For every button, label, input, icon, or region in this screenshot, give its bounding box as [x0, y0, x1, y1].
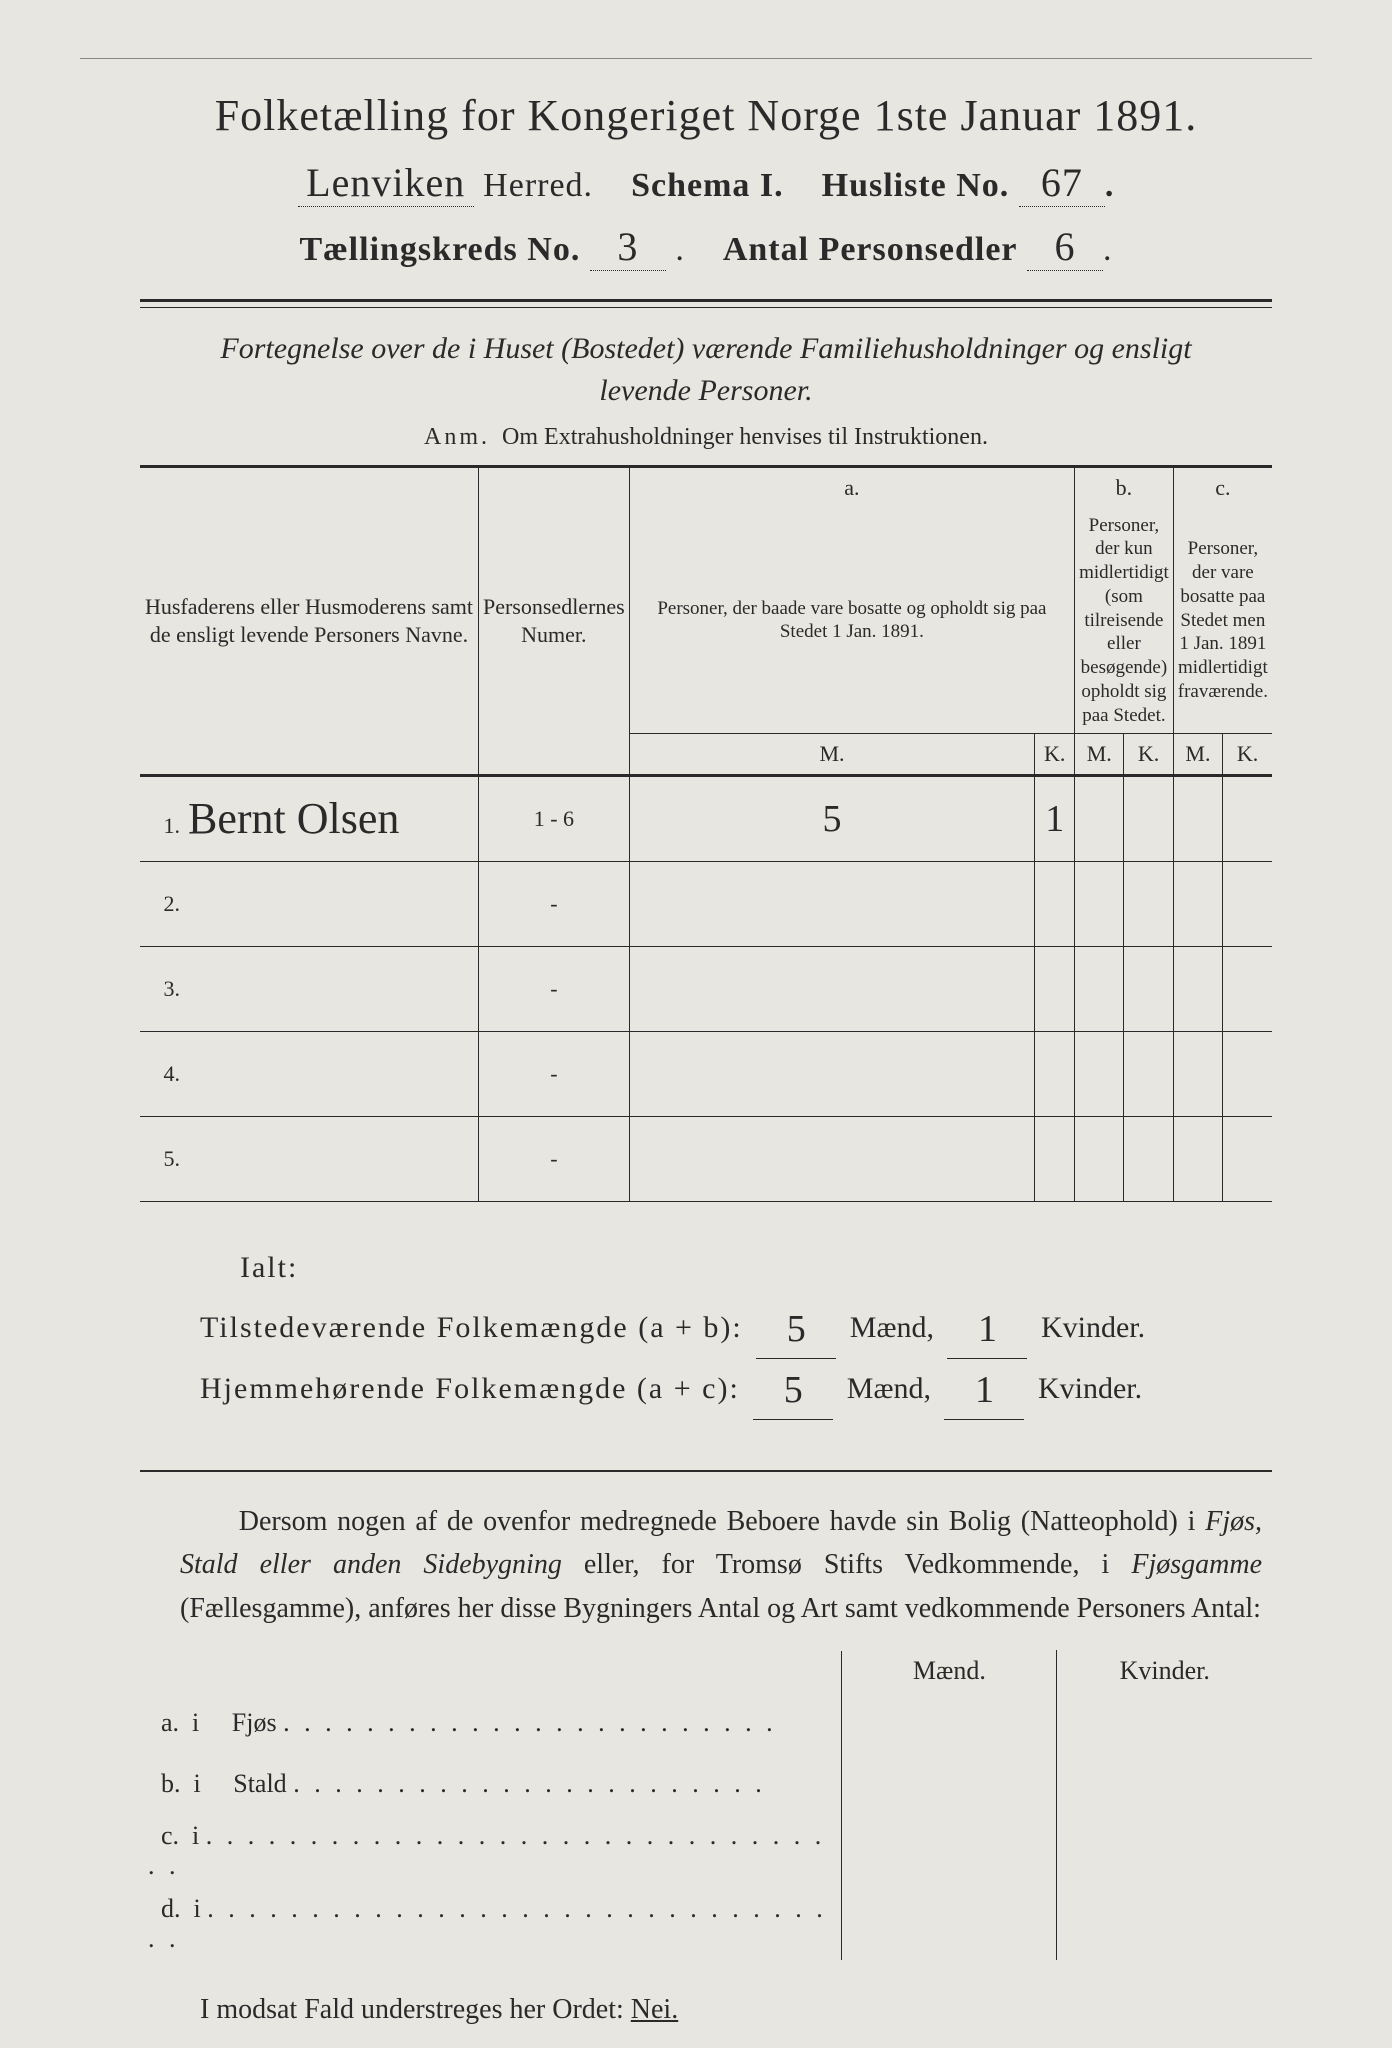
- num-value: 1 - 6: [478, 775, 629, 861]
- ialt-heading: Ialt:: [240, 1251, 298, 1284]
- header-line-1: Lenviken Herred. Schema I. Husliste No. …: [140, 159, 1272, 207]
- side-row: a. i Fjøs . . . . . . . . . . . . . . . …: [140, 1693, 1272, 1754]
- divider-single: [140, 1470, 1272, 1472]
- side-key: a.: [161, 1708, 179, 1737]
- herred-label: Herred.: [483, 167, 593, 204]
- page-title: Folketælling for Kongeriget Norge 1ste J…: [140, 90, 1272, 141]
- side-label-text: Stald: [233, 1769, 286, 1798]
- row-num: 4.: [144, 1061, 188, 1087]
- c-k: K.: [1223, 734, 1272, 776]
- subtitle: Fortegnelse over de i Huset (Bostedet) v…: [180, 328, 1232, 412]
- table-row: 4. -: [140, 1031, 1272, 1116]
- side-row: b. i Stald . . . . . . . . . . . . . . .…: [140, 1754, 1272, 1815]
- anm-text: Om Extrahusholdninger henvises til Instr…: [502, 424, 988, 450]
- header-line-2: Tællingskreds No. 3 . Antal Personsedler…: [140, 223, 1272, 271]
- a-m-val: 5: [629, 775, 1035, 861]
- a-k: K.: [1035, 734, 1075, 776]
- side-maend-header: Mænd.: [842, 1650, 1057, 1693]
- v2k: 1: [975, 1369, 994, 1411]
- b-k-val: [1124, 775, 1173, 861]
- table-row: 3. -: [140, 946, 1272, 1031]
- col-name-text: Husfaderens eller Husmoderens samt de en…: [145, 594, 473, 647]
- schema-label: Schema I.: [631, 167, 784, 204]
- b-k: K.: [1124, 734, 1173, 776]
- footer-line: I modsat Fald understreges her Ordet: Ne…: [140, 1994, 1272, 2026]
- a-k-val: 1: [1035, 775, 1075, 861]
- anm-prefix: Anm.: [424, 424, 490, 450]
- side-kvinder-header: Kvinder.: [1057, 1650, 1272, 1693]
- side-key: b.: [161, 1769, 181, 1798]
- col-c-key: c.: [1173, 467, 1272, 508]
- side-row: c. i . . . . . . . . . . . . . . . . . .…: [140, 1815, 1272, 1888]
- side-key: d.: [161, 1894, 181, 1923]
- totals-block: Ialt: Tilstedeværende Folkemængde (a + b…: [140, 1238, 1272, 1420]
- c-k-val: [1223, 775, 1272, 861]
- totals-line-1: Tilstedeværende Folkemængde (a + b): 5 M…: [200, 1298, 1272, 1359]
- table-row: 2. -: [140, 861, 1272, 946]
- antal-label: Antal Personsedler: [723, 231, 1018, 268]
- row-num: 3.: [144, 976, 188, 1002]
- row-num: 1.: [144, 813, 188, 839]
- col-a-text: Personer, der baade vare bosatte og opho…: [629, 508, 1074, 734]
- husliste-label: Husliste No.: [822, 167, 1010, 204]
- line1-label: Tilstedeværende Folkemængde (a + b):: [200, 1311, 743, 1344]
- side-i: i: [192, 1821, 199, 1850]
- num-value: -: [478, 1116, 629, 1201]
- census-form-page: Folketælling for Kongeriget Norge 1ste J…: [0, 0, 1392, 2048]
- kreds-label: Tællingskreds No.: [299, 231, 580, 268]
- num-value: -: [478, 1031, 629, 1116]
- col-num-header: Personsedlernes Numer.: [478, 467, 629, 776]
- v2m: 5: [784, 1369, 803, 1411]
- side-i: i: [192, 1708, 199, 1737]
- v1k: 1: [978, 1308, 997, 1350]
- a-m: M.: [629, 734, 1035, 776]
- name-value: Bernt Olsen: [188, 794, 399, 843]
- main-table: Husfaderens eller Husmoderens samt de en…: [140, 465, 1272, 1202]
- col-b-text: Personer, der kun midlertidigt (som tilr…: [1075, 508, 1174, 734]
- side-key: c.: [161, 1821, 179, 1850]
- row-num: 2.: [144, 891, 188, 917]
- side-row: d. i . . . . . . . . . . . . . . . . . .…: [140, 1888, 1272, 1961]
- num-value: -: [478, 946, 629, 1031]
- kvinder-label: Kvinder.: [1041, 1311, 1145, 1344]
- col-a-key: a.: [629, 467, 1074, 508]
- col-c-text: Personer, der vare bosatte paa Stedet me…: [1173, 508, 1272, 734]
- col-name-header: Husfaderens eller Husmoderens samt de en…: [140, 467, 478, 776]
- herred-value: Lenviken: [298, 159, 474, 207]
- table-row: 5. -: [140, 1116, 1272, 1201]
- row-num: 5.: [144, 1146, 188, 1172]
- table-body: 1.Bernt Olsen 1 - 6 5 1 2. - 3. - 4.: [140, 775, 1272, 1201]
- footer-text: I modsat Fald understreges her Ordet:: [200, 1994, 624, 2025]
- anm-line: Anm. Om Extrahusholdninger henvises til …: [140, 424, 1272, 451]
- col-b-key: b.: [1075, 467, 1174, 508]
- kvinder-label-2: Kvinder.: [1038, 1372, 1142, 1405]
- antal-value: 6: [1027, 223, 1103, 271]
- num-value: -: [478, 861, 629, 946]
- totals-line-2: Hjemmehørende Folkemængde (a + c): 5 Mæn…: [200, 1359, 1272, 1420]
- side-table: Mænd. Kvinder. a. i Fjøs . . . . . . . .…: [140, 1650, 1272, 1961]
- kreds-value: 3: [590, 223, 666, 271]
- b-m-val: [1075, 775, 1124, 861]
- c-m-val: [1173, 775, 1222, 861]
- footer-word: Nei.: [631, 1994, 678, 2025]
- line2-label: Hjemmehørende Folkemængde (a + c):: [200, 1372, 740, 1405]
- b-m: M.: [1075, 734, 1124, 776]
- divider-double: [140, 299, 1272, 308]
- side-i: i: [194, 1894, 201, 1923]
- table-row: 1.Bernt Olsen 1 - 6 5 1: [140, 775, 1272, 861]
- side-i: i: [194, 1769, 201, 1798]
- side-building-paragraph: Dersom nogen af de ovenfor medregnede Be…: [180, 1500, 1262, 1630]
- maend-label: Mænd,: [850, 1311, 934, 1344]
- c-m: M.: [1173, 734, 1222, 776]
- v1m: 5: [787, 1308, 806, 1350]
- husliste-value: 67: [1019, 159, 1105, 207]
- side-label-text: Fjøs: [232, 1708, 277, 1737]
- maend-label-2: Mænd,: [847, 1372, 931, 1405]
